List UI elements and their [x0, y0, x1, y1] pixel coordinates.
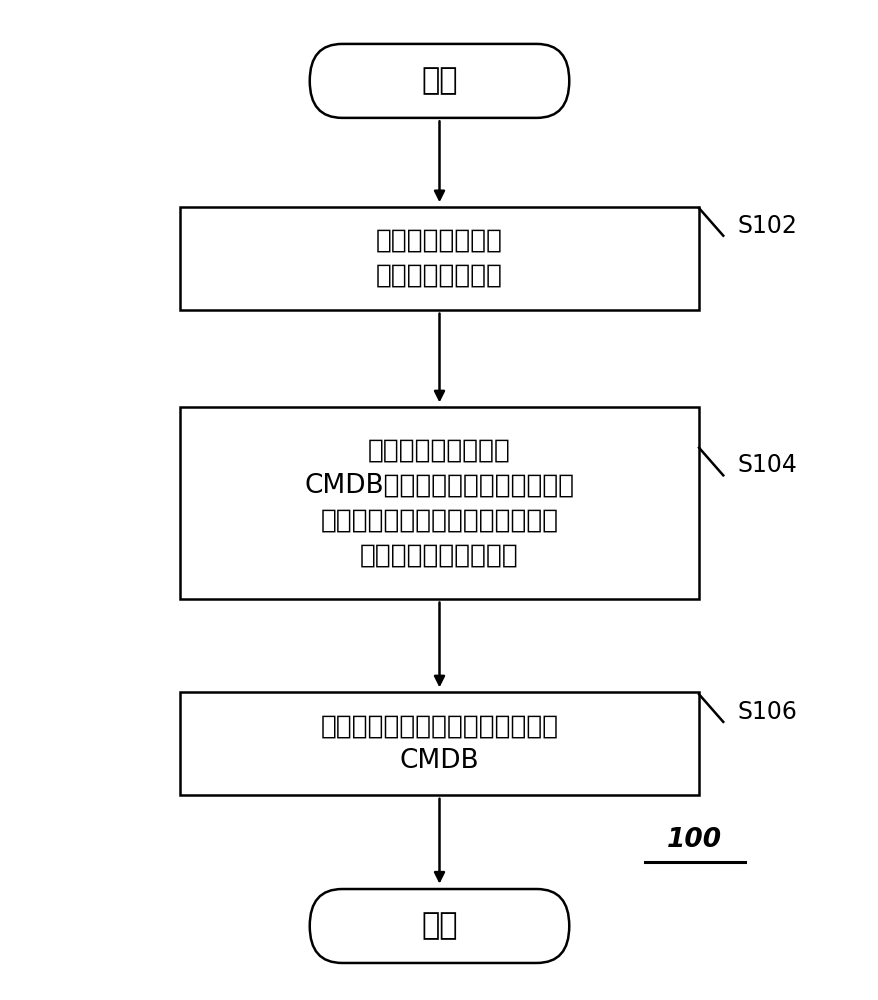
FancyBboxPatch shape [180, 407, 698, 599]
Text: S102: S102 [738, 214, 797, 238]
FancyBboxPatch shape [309, 44, 569, 118]
Text: 100: 100 [666, 827, 722, 853]
Text: S104: S104 [738, 453, 797, 477]
FancyBboxPatch shape [180, 692, 698, 795]
Text: 结束: 结束 [421, 912, 457, 940]
FancyBboxPatch shape [180, 207, 698, 310]
Text: 基于设备资源信息与
CMDB模型中的资源配置对象之间
的映射关系，生成与设备资源信息
相对应的资源配置对象: 基于设备资源信息与 CMDB模型中的资源配置对象之间 的映射关系，生成与设备资源… [304, 437, 574, 568]
Text: 从网络流量数据中
提取设备资源信息: 从网络流量数据中 提取设备资源信息 [376, 228, 502, 289]
Text: 开始: 开始 [421, 66, 457, 95]
Text: 把生成的资源配置对象同步更新至
CMDB: 把生成的资源配置对象同步更新至 CMDB [320, 713, 558, 774]
FancyBboxPatch shape [309, 889, 569, 963]
Text: S106: S106 [738, 700, 797, 724]
